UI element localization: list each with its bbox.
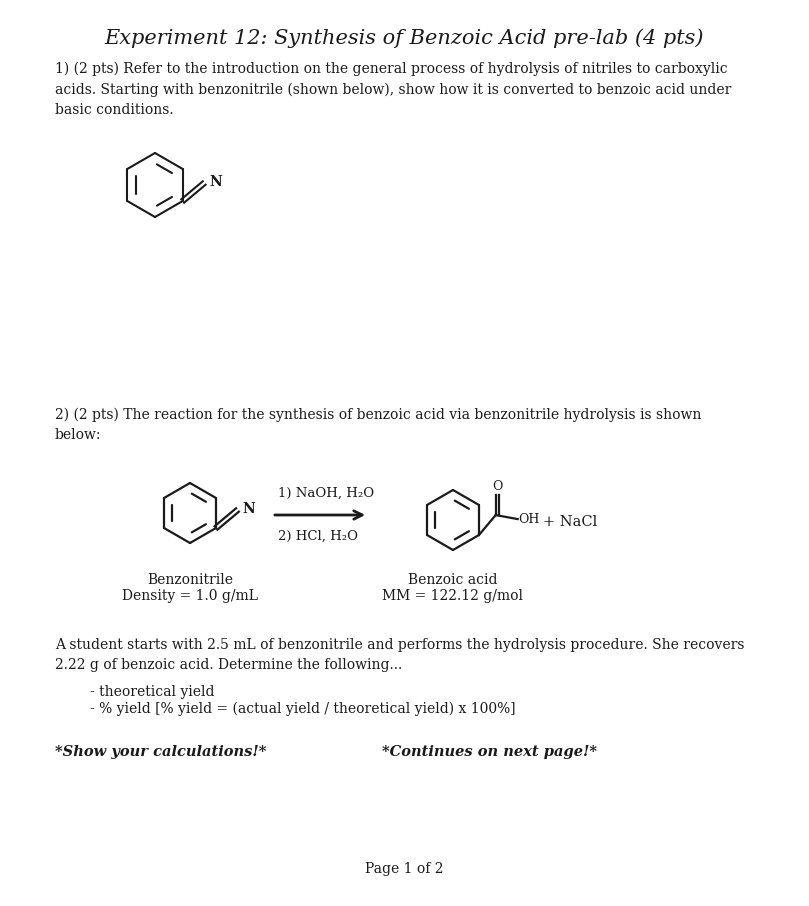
Text: *Continues on next page!*: *Continues on next page!*	[383, 745, 598, 759]
Text: MM = 122.12 g/mol: MM = 122.12 g/mol	[383, 589, 523, 603]
Text: - % yield [% yield = (actual yield / theoretical yield) x 100%]: - % yield [% yield = (actual yield / the…	[90, 702, 515, 717]
Text: Density = 1.0 g/mL: Density = 1.0 g/mL	[122, 589, 258, 603]
Text: O: O	[492, 480, 502, 493]
Text: 2) (2 pts) The reaction for the synthesis of benzoic acid via benzonitrile hydro: 2) (2 pts) The reaction for the synthesi…	[55, 408, 701, 442]
Text: N: N	[210, 175, 222, 189]
Text: + NaCl: + NaCl	[543, 515, 597, 529]
Text: Page 1 of 2: Page 1 of 2	[365, 862, 443, 876]
Text: Benzonitrile: Benzonitrile	[147, 573, 233, 587]
Text: A student starts with 2.5 mL of benzonitrile and performs the hydrolysis procedu: A student starts with 2.5 mL of benzonit…	[55, 638, 744, 672]
Text: - theoretical yield: - theoretical yield	[90, 685, 214, 699]
Text: 1) NaOH, H₂O: 1) NaOH, H₂O	[278, 487, 374, 500]
Text: Experiment 12: Synthesis of Benzoic Acid pre-lab (4 pts): Experiment 12: Synthesis of Benzoic Acid…	[104, 28, 704, 48]
Text: 1) (2 pts) Refer to the introduction on the general process of hydrolysis of nit: 1) (2 pts) Refer to the introduction on …	[55, 62, 731, 117]
Text: 2) HCl, H₂O: 2) HCl, H₂O	[278, 530, 358, 543]
Text: OH: OH	[519, 513, 540, 525]
Text: Benzoic acid: Benzoic acid	[409, 573, 498, 587]
Text: N: N	[243, 502, 255, 516]
Text: *Show your calculations!*: *Show your calculations!*	[55, 745, 266, 759]
